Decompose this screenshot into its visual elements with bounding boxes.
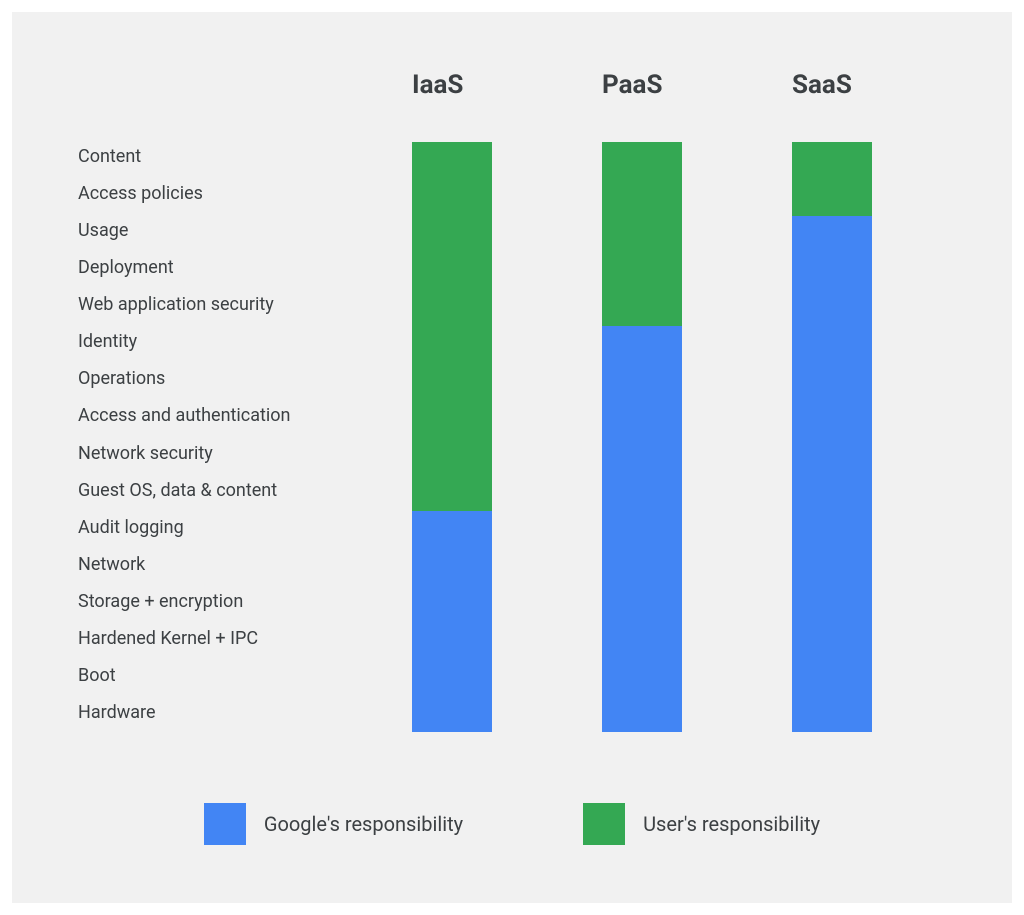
row-label: Guest OS, data & content: [78, 482, 412, 500]
bar-paas-user-segment: [602, 142, 682, 326]
legend-swatch-google: [204, 803, 246, 845]
row-label: Audit logging: [78, 519, 412, 537]
row-label: Operations: [78, 370, 412, 388]
row-label: Network: [78, 556, 412, 574]
bar-column-iaas: [412, 142, 602, 732]
column-headers: IaaS PaaS SaaS: [12, 70, 1012, 100]
bar-saas: [792, 142, 872, 732]
row-label: Access policies: [78, 185, 412, 203]
legend: Google's responsibility User's responsib…: [12, 803, 1012, 845]
row-label: Hardened Kernel + IPC: [78, 630, 412, 648]
bar-column-saas: [792, 142, 982, 732]
row-label: Access and authentication: [78, 407, 412, 425]
column-header-iaas: IaaS: [412, 70, 602, 100]
legend-item-google: Google's responsibility: [204, 803, 463, 845]
row-label: Content: [78, 148, 412, 166]
row-label: Identity: [78, 333, 412, 351]
bar-saas-user-segment: [792, 142, 872, 216]
row-label: Web application security: [78, 296, 412, 314]
row-labels: Content Access policies Usage Deployment…: [12, 142, 412, 722]
bar-paas-google-segment: [602, 326, 682, 732]
bar-column-paas: [602, 142, 792, 732]
legend-swatch-user: [583, 803, 625, 845]
chart-body: Content Access policies Usage Deployment…: [12, 142, 1012, 732]
row-label: Hardware: [78, 704, 412, 722]
column-header-saas: SaaS: [792, 70, 982, 100]
bar-iaas-user-segment: [412, 142, 492, 511]
bar-iaas-google-segment: [412, 511, 492, 732]
row-label: Usage: [78, 222, 412, 240]
row-label: Network security: [78, 445, 412, 463]
column-header-paas: PaaS: [602, 70, 792, 100]
bar-paas: [602, 142, 682, 732]
row-label: Boot: [78, 667, 412, 685]
legend-label-user: User's responsibility: [643, 812, 820, 836]
legend-label-google: Google's responsibility: [264, 812, 463, 836]
legend-item-user: User's responsibility: [583, 803, 820, 845]
row-label: Deployment: [78, 259, 412, 277]
responsibility-chart: IaaS PaaS SaaS Content Access policies U…: [12, 12, 1012, 903]
row-label: Storage + encryption: [78, 593, 412, 611]
bar-iaas: [412, 142, 492, 732]
bar-saas-google-segment: [792, 216, 872, 732]
